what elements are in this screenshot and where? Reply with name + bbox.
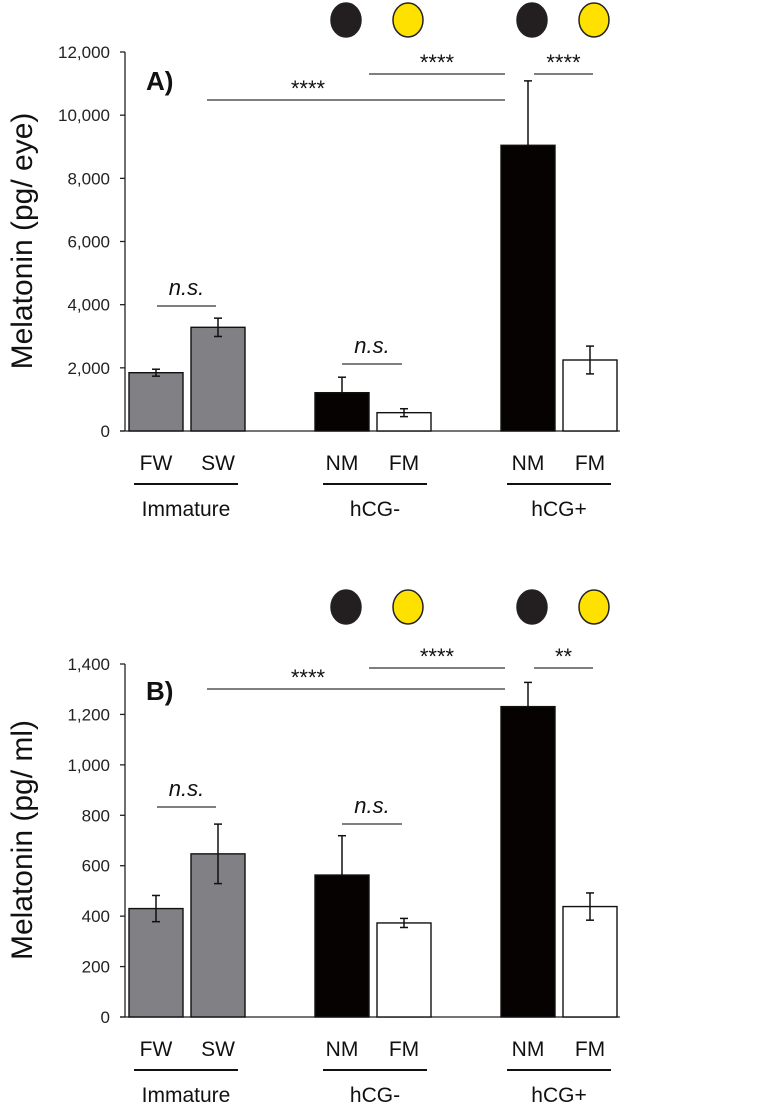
ns-label: n.s.: [354, 793, 389, 818]
group-label: Immature: [142, 498, 231, 521]
category-label: NM: [512, 1038, 545, 1061]
category-label: FW: [140, 452, 173, 475]
panel-label: B): [146, 676, 173, 706]
bar: [314, 874, 370, 1018]
y-tick-label: 1,400: [67, 655, 110, 674]
significance-stars: ****: [291, 76, 326, 101]
category-label: NM: [326, 452, 359, 475]
ns-label: n.s.: [169, 776, 204, 801]
category-label: FM: [389, 452, 419, 475]
group-label: hCG-: [350, 498, 400, 521]
ns-label: n.s.: [169, 275, 204, 300]
bar: [128, 907, 184, 1018]
significance-stars: ****: [420, 644, 455, 669]
significance-stars: ****: [291, 665, 326, 690]
category-label: FW: [140, 1038, 173, 1061]
significance-stars: ****: [420, 50, 455, 75]
bar: [376, 922, 432, 1018]
y-tick-label: 8,000: [67, 169, 110, 188]
dark-dot-marker: [330, 2, 362, 38]
bar: [500, 144, 556, 432]
bar: [314, 391, 370, 432]
yellow-dot-marker: [392, 589, 424, 625]
y-tick-label: 1,200: [67, 705, 110, 724]
bar: [128, 371, 184, 432]
group-label: hCG-: [350, 1084, 400, 1107]
panel-label: A): [146, 66, 173, 96]
yellow-dot-marker: [578, 589, 610, 625]
y-tick-label: 200: [82, 958, 110, 977]
category-label: FM: [575, 452, 605, 475]
bar: [190, 326, 246, 432]
panel-b: Melatonin (pg/ ml) B) 0 200 400 600 800 1,000 1,…: [6, 589, 620, 1107]
group-label: Immature: [142, 1084, 231, 1107]
y-tick-label: 10,000: [58, 106, 110, 125]
group-label: hCG+: [531, 498, 586, 521]
y-tick-label: 4,000: [67, 296, 110, 315]
category-label: NM: [512, 452, 545, 475]
y-tick-label: 600: [82, 857, 110, 876]
category-label: FM: [575, 1038, 605, 1061]
dark-dot-marker: [516, 2, 548, 38]
category-label: NM: [326, 1038, 359, 1061]
y-tick-label: 6,000: [67, 233, 110, 252]
y-tick-label: 1,000: [67, 756, 110, 775]
y-tick-label: 12,000: [58, 43, 110, 62]
bar: [562, 905, 618, 1018]
dark-dot-marker: [516, 589, 548, 625]
dark-dot-marker: [330, 589, 362, 625]
yellow-dot-marker: [578, 2, 610, 38]
y-tick-label: 0: [101, 422, 110, 441]
bar: [500, 705, 556, 1018]
category-label: SW: [201, 452, 235, 475]
ns-label: n.s.: [354, 333, 389, 358]
y-axis-label: Melatonin (pg/ ml): [6, 720, 39, 960]
category-label: SW: [201, 1038, 235, 1061]
y-tick-label: 0: [101, 1008, 110, 1027]
y-tick-label: 2,000: [67, 359, 110, 378]
yellow-dot-marker: [392, 2, 424, 38]
y-axis-label: Melatonin (pg/ eye): [6, 113, 39, 370]
significance-stars: ****: [546, 50, 581, 75]
y-tick-label: 800: [82, 806, 110, 825]
panel-a: Melatonin (pg/ eye) A) 0 2,000 4,000 6,000 8,0…: [6, 2, 620, 521]
y-tick-label: 400: [82, 907, 110, 926]
group-label: hCG+: [531, 1084, 586, 1107]
category-label: FM: [389, 1038, 419, 1061]
significance-stars: **: [555, 644, 573, 669]
